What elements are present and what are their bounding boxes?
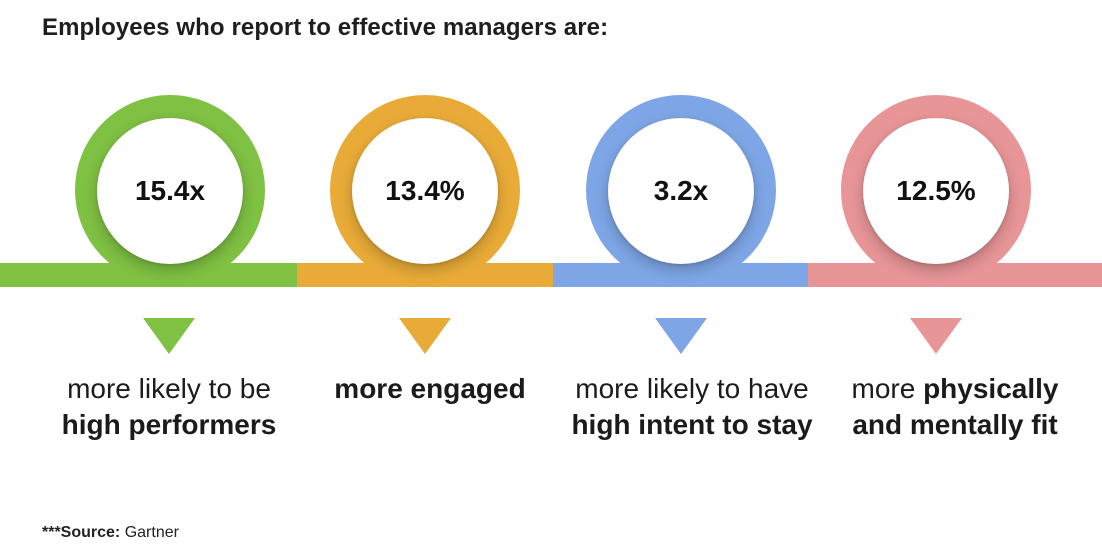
desc-line: more likely to have [575, 373, 809, 404]
desc-line-bold: high intent to stay [571, 409, 813, 440]
stat-description-1: more likely to be high performers [29, 371, 309, 443]
desc-line-bold: high performers [61, 409, 277, 440]
stat-description-4: more physically and mentally fit [815, 371, 1095, 443]
down-arrow-icon [655, 318, 707, 354]
down-arrow-icon [399, 318, 451, 354]
down-arrow-icon [910, 318, 962, 354]
desc-bold: physically [923, 373, 1059, 404]
stat-value-3: 3.2x [653, 175, 709, 206]
desc-line: more likely to be [67, 373, 271, 404]
source-note: ***Source: Gartner [42, 524, 179, 542]
stat-value-2: 13.4% [385, 175, 465, 206]
desc-line: more physically [815, 371, 1095, 407]
page-title: Employees who report to effective manage… [42, 14, 609, 41]
stat-circle-4: 12.5% [863, 118, 1009, 264]
source-label: ***Source: [42, 524, 121, 541]
source-text: Gartner [124, 524, 179, 541]
stat-circle-1: 15.4x [97, 118, 243, 264]
desc-line-bold: and mentally fit [852, 409, 1058, 440]
stat-description-3: more likely to have high intent to stay [552, 371, 832, 443]
stat-value-4: 12.5% [896, 175, 976, 206]
stat-value-1: 15.4x [134, 175, 206, 206]
down-arrow-icon [143, 318, 195, 354]
stat-description-2: more engaged [290, 371, 570, 407]
desc-line-bold: more engaged [334, 373, 526, 404]
desc-prefix: more [851, 373, 924, 404]
stat-circle-3: 3.2x [608, 118, 754, 264]
stat-circle-2: 13.4% [352, 118, 498, 264]
